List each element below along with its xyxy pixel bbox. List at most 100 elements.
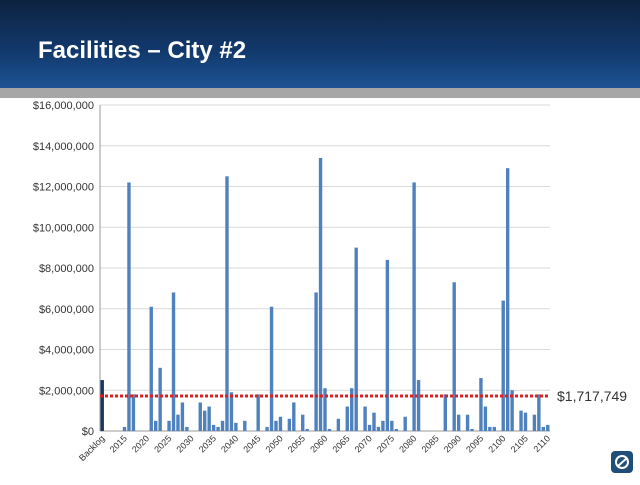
bar — [541, 426, 546, 431]
bar — [220, 420, 225, 431]
average-label: $1,717,749 — [557, 388, 627, 404]
bar — [176, 414, 180, 431]
y-tick-label: $0 — [82, 426, 94, 438]
bar — [292, 402, 296, 431]
bar — [100, 380, 104, 431]
bar — [265, 426, 269, 431]
x-tick-label: 2025 — [152, 433, 173, 454]
bar — [505, 168, 510, 431]
y-tick-label: $16,000,000 — [33, 100, 94, 112]
bar — [416, 380, 421, 431]
x-tick-label: 2040 — [219, 433, 240, 454]
bar — [354, 247, 358, 431]
bar — [385, 259, 390, 431]
bar — [519, 410, 523, 431]
x-tick-label: 2085 — [420, 433, 441, 454]
slide-title: Facilities – City #2 — [38, 37, 246, 64]
bar — [127, 182, 131, 431]
chart: $0 $2,000,000 $4,000,000 $6,000,000 $8,000,0… — [33, 100, 627, 463]
x-tick-label: 2090 — [442, 433, 463, 454]
bar — [483, 406, 488, 431]
bar — [523, 412, 528, 431]
bar — [336, 418, 341, 431]
bar — [131, 394, 136, 431]
bar — [274, 420, 278, 431]
bar — [278, 416, 283, 431]
bar — [225, 176, 229, 431]
bar — [203, 410, 207, 431]
bar — [154, 420, 158, 431]
bar — [488, 426, 492, 431]
y-tick-label: $8,000,000 — [39, 263, 94, 275]
bar — [546, 424, 550, 431]
bar — [532, 414, 537, 431]
bar — [234, 422, 238, 431]
x-tick-label: 2050 — [264, 433, 285, 454]
bar — [216, 426, 220, 431]
bar — [452, 282, 456, 431]
y-tick-label: $2,000,000 — [39, 385, 94, 397]
bar — [167, 420, 171, 431]
bar — [403, 416, 407, 431]
bar — [501, 300, 505, 431]
x-tick-label: 2055 — [286, 433, 307, 454]
x-tick-label: 2030 — [175, 433, 196, 454]
x-tick-label: 2035 — [197, 433, 218, 454]
bar — [537, 394, 541, 431]
x-tick-label: 2080 — [397, 433, 418, 454]
x-tick-label: 2065 — [330, 433, 351, 454]
bar — [229, 392, 234, 431]
bar — [376, 426, 381, 431]
bar — [372, 412, 376, 431]
y-tick-label: $6,000,000 — [39, 304, 94, 316]
x-tick-label: 2045 — [241, 433, 262, 454]
bar — [492, 426, 496, 431]
x-tick-label: 2075 — [375, 433, 396, 454]
bar — [211, 424, 216, 431]
bar — [350, 388, 354, 431]
bar — [327, 428, 332, 431]
bar — [207, 406, 211, 431]
bar — [198, 402, 202, 431]
y-tick-label: $12,000,000 — [33, 182, 94, 194]
bar — [287, 418, 292, 431]
bar — [363, 406, 367, 431]
y-tick-label: $4,000,000 — [39, 345, 94, 357]
bar — [381, 420, 385, 431]
bar — [185, 426, 189, 431]
bar — [470, 428, 474, 431]
bar — [394, 428, 398, 431]
bar — [122, 426, 127, 431]
x-tick-label: 2070 — [353, 433, 374, 454]
bar — [256, 394, 260, 431]
x-tick-label: 2105 — [509, 433, 530, 454]
bar — [345, 406, 349, 431]
x-tick-label: 2095 — [464, 433, 485, 454]
bar — [465, 414, 470, 431]
y-tick-label: $14,000,000 — [33, 141, 94, 153]
x-tick-label: 2100 — [486, 433, 507, 454]
x-tick-label: 2060 — [308, 433, 329, 454]
bar — [318, 157, 323, 431]
bar — [301, 414, 305, 431]
bar — [305, 428, 309, 431]
bar — [180, 402, 185, 431]
bar — [323, 388, 327, 431]
bar — [390, 420, 394, 431]
bar — [171, 292, 176, 431]
x-tick-label: 2110 — [531, 433, 552, 454]
x-tick-label: 2020 — [130, 433, 151, 454]
bar — [243, 420, 247, 431]
logo — [611, 451, 633, 473]
bar — [456, 414, 461, 431]
bar — [412, 182, 416, 431]
header-rule — [0, 88, 640, 98]
bar — [269, 306, 274, 431]
bar — [314, 292, 318, 431]
bar — [443, 394, 447, 431]
bar — [158, 367, 162, 431]
x-tick-label: 2015 — [108, 433, 129, 454]
bar — [510, 390, 514, 431]
bar — [479, 378, 483, 431]
